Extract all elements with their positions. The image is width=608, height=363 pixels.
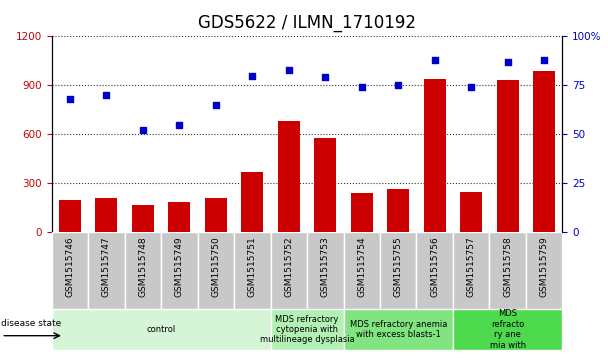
Point	[65, 96, 75, 102]
Point	[357, 84, 367, 90]
Text: GSM1515746: GSM1515746	[66, 236, 74, 297]
Bar	[52, 309, 271, 350]
Point	[539, 57, 549, 63]
Bar	[387, 189, 409, 232]
Title: GDS5622 / ILMN_1710192: GDS5622 / ILMN_1710192	[198, 14, 416, 32]
Bar	[278, 121, 300, 232]
Point	[393, 82, 403, 88]
Text: GSM1515754: GSM1515754	[358, 236, 366, 297]
Bar	[453, 309, 562, 350]
Text: MDS refractory
cytopenia with
multilineage dysplasia: MDS refractory cytopenia with multilinea…	[260, 314, 354, 344]
Bar	[241, 172, 263, 232]
Bar	[271, 232, 307, 309]
Bar	[533, 72, 555, 232]
Bar	[205, 198, 227, 232]
Bar	[497, 79, 519, 232]
Text: GSM1515756: GSM1515756	[430, 236, 439, 297]
Point	[102, 92, 111, 98]
Bar	[460, 192, 482, 232]
Bar	[416, 232, 453, 309]
Text: GSM1515752: GSM1515752	[285, 236, 293, 297]
Bar	[198, 232, 234, 309]
Text: GSM1515758: GSM1515758	[503, 236, 512, 297]
Text: control: control	[147, 325, 176, 334]
Bar	[380, 232, 416, 309]
Text: GSM1515751: GSM1515751	[248, 236, 257, 297]
Bar	[344, 309, 453, 350]
Bar	[95, 198, 117, 232]
Text: GSM1515753: GSM1515753	[321, 236, 330, 297]
Point	[247, 73, 257, 78]
Bar	[132, 205, 154, 232]
Bar	[88, 232, 125, 309]
Text: MDS refractory anemia
with excess blasts-1: MDS refractory anemia with excess blasts…	[350, 320, 447, 339]
Text: GSM1515749: GSM1515749	[175, 236, 184, 297]
Text: GSM1515755: GSM1515755	[394, 236, 402, 297]
Bar	[271, 309, 344, 350]
Text: GSM1515757: GSM1515757	[467, 236, 475, 297]
Point	[430, 57, 440, 63]
Bar	[125, 232, 161, 309]
Bar	[424, 79, 446, 232]
Bar	[234, 232, 271, 309]
Text: GSM1515750: GSM1515750	[212, 236, 220, 297]
Point	[211, 102, 221, 108]
Bar	[351, 193, 373, 232]
Text: GSM1515748: GSM1515748	[139, 236, 147, 297]
Point	[466, 84, 476, 90]
Point	[320, 74, 330, 80]
Bar	[526, 232, 562, 309]
Bar	[307, 232, 344, 309]
Point	[174, 122, 184, 127]
Point	[503, 59, 513, 65]
Bar	[344, 232, 380, 309]
Bar	[168, 202, 190, 232]
Text: MDS
refracto
ry ane
mia with: MDS refracto ry ane mia with	[489, 309, 526, 350]
Text: GSM1515747: GSM1515747	[102, 236, 111, 297]
Point	[284, 67, 294, 73]
Point	[138, 127, 148, 133]
Bar	[161, 232, 198, 309]
Bar	[59, 200, 81, 232]
Text: GSM1515759: GSM1515759	[540, 236, 548, 297]
Bar	[489, 232, 526, 309]
Bar	[52, 232, 88, 309]
Bar	[314, 138, 336, 232]
Bar	[453, 232, 489, 309]
Text: disease state: disease state	[1, 319, 61, 328]
